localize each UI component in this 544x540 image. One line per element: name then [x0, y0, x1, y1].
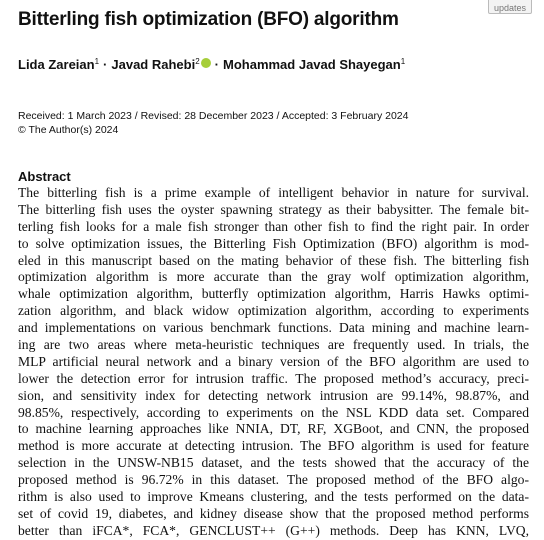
abstract-line: method is more accurate at detecting int…: [18, 438, 529, 454]
abstract-line: to solve optimization issues, the Bitter…: [18, 235, 529, 251]
abstract-line: ing are two areas where meta-heuristic t…: [18, 337, 529, 353]
abstract-line: zation algorithm, and black widow optimi…: [18, 303, 529, 319]
affiliation-number: 1: [94, 57, 100, 66]
affiliation-number: 2: [195, 57, 200, 66]
abstract-line: eled in this manuscript based on the mat…: [18, 252, 529, 268]
abstract-body: The bitterling fish is a prime example o…: [18, 185, 529, 540]
author-name: Javad Rahebi: [111, 57, 196, 72]
abstract-line: lower the detection error for intrusion …: [18, 370, 529, 386]
copyright: © The Author(s) 2024: [18, 124, 119, 136]
abstract-line: and implementations on various benchmark…: [18, 320, 529, 336]
author-separator: ·: [214, 57, 219, 72]
update-badge[interactable]: updates: [488, 0, 532, 14]
abstract-line: rithm is also used to improve Kmeans clu…: [18, 489, 529, 505]
author-separator: ·: [103, 57, 108, 72]
abstract-line: selection in the UNSW-NB15 dataset, and …: [18, 455, 529, 471]
abstract-line: better than iFCA*, FCA*, GENCLUST++ (G++…: [18, 522, 529, 538]
abstract-heading: Abstract: [18, 169, 71, 184]
dates: Received: 1 March 2023 / Revised: 28 Dec…: [18, 110, 409, 122]
affiliation-number: 1: [400, 57, 406, 66]
orcid-icon[interactable]: [200, 58, 211, 68]
paper-title: Bitterling fish optimization (BFO) algor…: [18, 9, 399, 30]
abstract-line: 98.85%, respectively, according to exper…: [18, 404, 529, 420]
abstract-line: whale optimization algorithm, butterfly …: [18, 286, 529, 302]
author-list: Lida Zareian1 · Javad Rahebi2 · Mohammad Jav…: [18, 57, 405, 72]
abstract-line: set of covid 19, diabetes, and kidney di…: [18, 505, 529, 521]
abstract-line: to machine learning approaches like NNIA…: [18, 421, 529, 437]
abstract-line: terling fish looks for a male fish stron…: [18, 218, 529, 234]
abstract-line: MLP artificial neural network and a bina…: [18, 353, 529, 369]
author-name: Mohammad Javad Shayegan: [223, 57, 401, 72]
abstract-line: sion, and sensitivity index for detectin…: [18, 387, 529, 403]
author-name: Lida Zareian: [18, 57, 95, 72]
abstract-line: The bitterling fish is a prime example o…: [18, 185, 529, 200]
abstract-line: proposed method is 96.72% in this datase…: [18, 472, 529, 488]
abstract-line: optimization algorithm is more accurate …: [18, 269, 529, 285]
abstract-line: The bitterling fish uses the oyster spaw…: [18, 201, 529, 217]
